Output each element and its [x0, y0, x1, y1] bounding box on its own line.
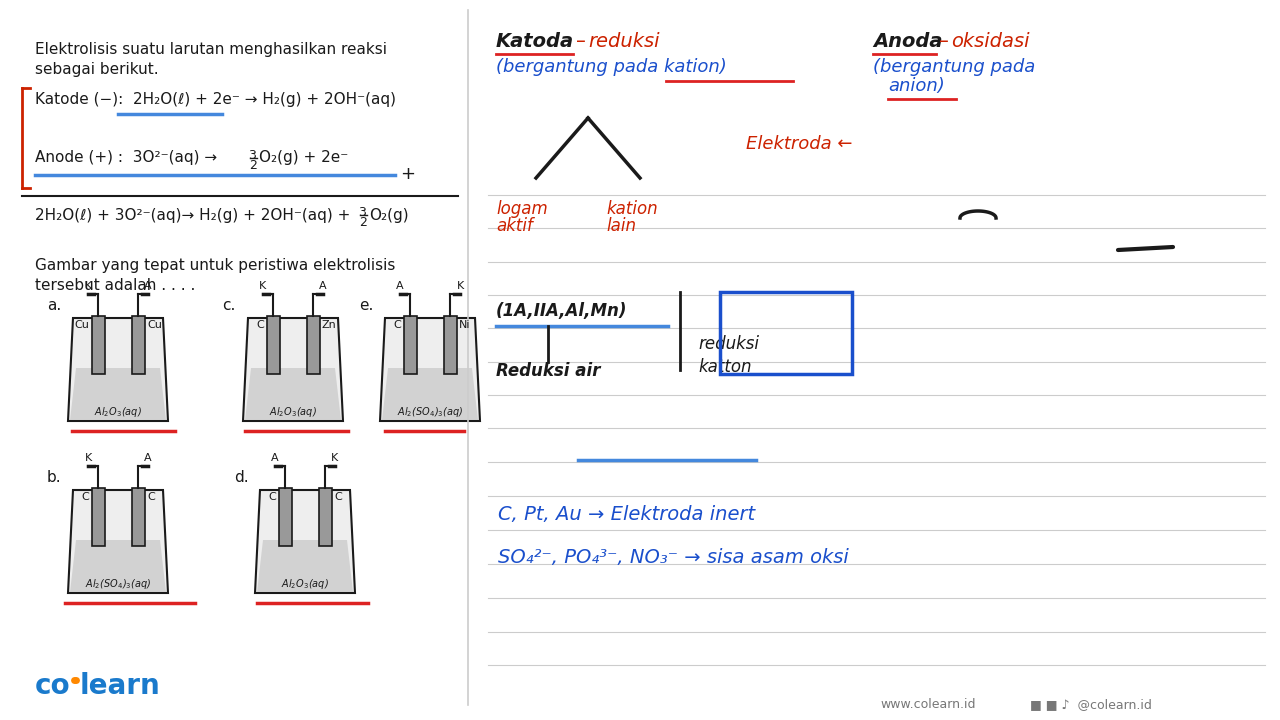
- Polygon shape: [257, 540, 353, 592]
- Polygon shape: [243, 318, 343, 421]
- Bar: [307, 316, 320, 374]
- Bar: [132, 488, 145, 546]
- Text: Cu: Cu: [147, 320, 161, 330]
- Text: Zn: Zn: [323, 320, 337, 330]
- Polygon shape: [380, 318, 480, 421]
- Bar: [92, 488, 105, 546]
- Text: Katoda: Katoda: [497, 32, 575, 51]
- Text: –: –: [576, 32, 586, 51]
- Text: Reduksi air: Reduksi air: [497, 362, 600, 380]
- Polygon shape: [68, 318, 168, 421]
- Text: Al$_2$(SO$_4$)$_3$(aq): Al$_2$(SO$_4$)$_3$(aq): [397, 405, 463, 419]
- Polygon shape: [255, 490, 355, 593]
- Text: oksidasi: oksidasi: [951, 32, 1029, 51]
- Text: Katode (−):  2H₂O(ℓ) + 2e⁻ → H₂(g) + 2OH⁻(aq): Katode (−): 2H₂O(ℓ) + 2e⁻ → H₂(g) + 2OH⁻…: [35, 92, 396, 107]
- Text: –: –: [940, 32, 948, 51]
- Bar: [132, 316, 145, 374]
- Text: C: C: [81, 492, 90, 502]
- Text: Al$_2$(SO$_4$)$_3$(aq): Al$_2$(SO$_4$)$_3$(aq): [84, 577, 151, 591]
- Text: ■ ■ ♪  @colearn.id: ■ ■ ♪ @colearn.id: [1030, 698, 1152, 711]
- Text: 2: 2: [250, 159, 257, 172]
- Text: K: K: [457, 281, 463, 291]
- Text: (bergantung pada: (bergantung pada: [873, 58, 1036, 76]
- Text: katton: katton: [698, 358, 751, 376]
- Text: Al$_2$O$_3$(aq): Al$_2$O$_3$(aq): [93, 405, 142, 419]
- Text: SO₄²⁻, PO₄³⁻, NO₃⁻ → sisa asam oksi: SO₄²⁻, PO₄³⁻, NO₃⁻ → sisa asam oksi: [498, 548, 849, 567]
- Bar: [444, 316, 457, 374]
- Text: c.: c.: [221, 298, 236, 313]
- Text: kation: kation: [605, 200, 658, 218]
- Text: K: K: [84, 453, 92, 463]
- Text: C: C: [269, 492, 276, 502]
- Text: O₂(g): O₂(g): [369, 208, 408, 223]
- Polygon shape: [244, 368, 340, 420]
- Text: Anoda: Anoda: [873, 32, 942, 51]
- Text: K: K: [260, 281, 266, 291]
- Text: reduksi: reduksi: [698, 335, 759, 353]
- Text: Al$_2$O$_3$(aq): Al$_2$O$_3$(aq): [282, 577, 329, 591]
- Text: www.colearn.id: www.colearn.id: [881, 698, 975, 711]
- Text: Gambar yang tepat untuk peristiwa elektrolisis: Gambar yang tepat untuk peristiwa elektr…: [35, 258, 396, 273]
- Bar: [279, 488, 292, 546]
- Text: learn: learn: [79, 672, 161, 700]
- Text: C: C: [393, 320, 401, 330]
- Text: 3: 3: [248, 149, 256, 162]
- Text: A: A: [271, 453, 279, 463]
- Text: reduksi: reduksi: [588, 32, 659, 51]
- Text: (bergantung pada kation): (bergantung pada kation): [497, 58, 727, 76]
- Text: C: C: [147, 492, 155, 502]
- Bar: [719, 292, 852, 374]
- Bar: [404, 316, 417, 374]
- Text: 3: 3: [358, 206, 366, 219]
- Bar: [92, 316, 105, 374]
- Text: C, Pt, Au → Elektroda inert: C, Pt, Au → Elektroda inert: [498, 505, 755, 524]
- Text: A: A: [145, 453, 152, 463]
- Text: Ni: Ni: [460, 320, 471, 330]
- Text: d.: d.: [234, 470, 248, 485]
- Text: Elektroda ←: Elektroda ←: [746, 135, 852, 153]
- Text: aktif: aktif: [497, 217, 532, 235]
- Text: (1A,IIA,Al,Mn): (1A,IIA,Al,Mn): [497, 302, 627, 320]
- Polygon shape: [68, 490, 168, 593]
- Text: +: +: [399, 165, 415, 183]
- Text: Cu: Cu: [74, 320, 90, 330]
- Text: A: A: [145, 281, 152, 291]
- Bar: [268, 316, 280, 374]
- Polygon shape: [70, 540, 166, 592]
- Text: Elektrolisis suatu larutan menghasilkan reaksi: Elektrolisis suatu larutan menghasilkan …: [35, 42, 387, 57]
- Text: logam: logam: [497, 200, 548, 218]
- Text: anion): anion): [888, 77, 945, 95]
- Text: K: K: [84, 281, 92, 291]
- Text: sebagai berikut.: sebagai berikut.: [35, 62, 159, 77]
- Text: O₂(g) + 2e⁻: O₂(g) + 2e⁻: [259, 150, 348, 165]
- Text: lain: lain: [605, 217, 636, 235]
- Text: a.: a.: [47, 298, 61, 313]
- Text: e.: e.: [358, 298, 374, 313]
- Polygon shape: [70, 368, 166, 420]
- Text: 2H₂O(ℓ) + 3O²⁻(aq)→ H₂(g) + 2OH⁻(aq) +: 2H₂O(ℓ) + 3O²⁻(aq)→ H₂(g) + 2OH⁻(aq) +: [35, 208, 356, 223]
- Bar: [319, 488, 332, 546]
- Text: tersebut adalah . . . .: tersebut adalah . . . .: [35, 278, 196, 293]
- Text: A: A: [397, 281, 403, 291]
- Text: Al$_2$O$_3$(aq): Al$_2$O$_3$(aq): [269, 405, 317, 419]
- Polygon shape: [381, 368, 477, 420]
- Text: Anode (+) :  3O²⁻(aq) →: Anode (+) : 3O²⁻(aq) →: [35, 150, 221, 165]
- Text: co: co: [35, 672, 70, 700]
- Text: K: K: [332, 453, 339, 463]
- Text: 2: 2: [358, 216, 367, 229]
- Text: C: C: [334, 492, 342, 502]
- Text: A: A: [319, 281, 326, 291]
- Text: C: C: [256, 320, 264, 330]
- Text: b.: b.: [47, 470, 61, 485]
